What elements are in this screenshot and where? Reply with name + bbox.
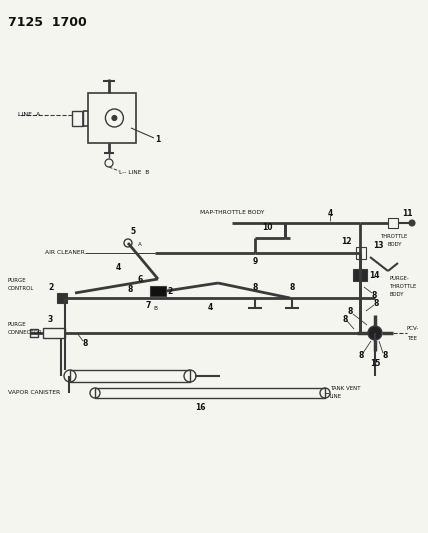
Text: AIR CLEANER: AIR CLEANER — [45, 251, 85, 255]
Text: MAP-THROTTLE BODY: MAP-THROTTLE BODY — [200, 211, 265, 215]
Text: A: A — [138, 243, 142, 247]
Text: 8: 8 — [372, 290, 377, 300]
Text: LINE: LINE — [330, 394, 342, 400]
Text: 7: 7 — [146, 301, 151, 310]
Text: 8: 8 — [253, 284, 258, 293]
Text: 7125  1700: 7125 1700 — [8, 17, 87, 29]
Text: 8: 8 — [347, 306, 353, 316]
Text: L-- LINE  B: L-- LINE B — [119, 171, 149, 175]
Text: 8: 8 — [342, 314, 348, 324]
Bar — [150, 286, 166, 296]
Bar — [356, 247, 366, 259]
Text: 2: 2 — [167, 287, 172, 295]
Text: 4: 4 — [208, 303, 213, 312]
Bar — [353, 269, 367, 281]
Bar — [72, 110, 83, 125]
Text: TEE: TEE — [407, 335, 417, 341]
Text: THROTTLE: THROTTLE — [381, 235, 409, 239]
Text: 8: 8 — [373, 298, 379, 308]
Text: 8: 8 — [358, 351, 364, 359]
Text: BODY: BODY — [388, 243, 402, 247]
Text: 8: 8 — [82, 338, 88, 348]
Text: 3: 3 — [48, 314, 53, 324]
Circle shape — [368, 326, 382, 340]
Text: VAPOR CANISTER: VAPOR CANISTER — [8, 390, 60, 394]
Text: PURGE: PURGE — [8, 322, 27, 327]
Circle shape — [112, 116, 117, 120]
Text: 16: 16 — [195, 402, 205, 411]
Text: 5: 5 — [131, 227, 136, 236]
Text: 12: 12 — [341, 237, 351, 246]
Text: 8: 8 — [382, 351, 388, 359]
Text: THROTTLE: THROTTLE — [390, 285, 417, 289]
Text: 2: 2 — [48, 284, 54, 293]
Text: CONNECTOR: CONNECTOR — [8, 330, 43, 335]
Text: TANK VENT: TANK VENT — [330, 386, 360, 392]
Bar — [30, 329, 38, 337]
Text: 10: 10 — [262, 223, 272, 232]
Text: 8: 8 — [289, 284, 295, 293]
Text: 6: 6 — [137, 274, 143, 284]
Text: 13: 13 — [373, 240, 383, 249]
Text: PURGE: PURGE — [8, 278, 27, 282]
Bar — [43, 328, 65, 338]
Bar — [88, 93, 136, 143]
Bar — [70, 370, 190, 382]
Text: 9: 9 — [253, 256, 258, 265]
Circle shape — [409, 220, 415, 226]
Text: LINE  A: LINE A — [18, 112, 40, 117]
Bar — [57, 293, 67, 303]
Text: 14: 14 — [369, 271, 379, 279]
Text: 4: 4 — [116, 263, 121, 272]
Text: 4: 4 — [327, 208, 333, 217]
Text: B: B — [153, 306, 157, 311]
Text: CONTROL: CONTROL — [8, 286, 34, 290]
Bar — [95, 388, 325, 398]
Text: 11: 11 — [402, 208, 412, 217]
Text: PCV-: PCV- — [407, 327, 419, 332]
Text: BODY: BODY — [390, 293, 404, 297]
Bar — [388, 218, 398, 228]
Text: 15: 15 — [370, 359, 380, 367]
Text: 8: 8 — [127, 285, 133, 294]
Text: PURGE-: PURGE- — [390, 277, 410, 281]
Text: 1: 1 — [155, 135, 160, 144]
